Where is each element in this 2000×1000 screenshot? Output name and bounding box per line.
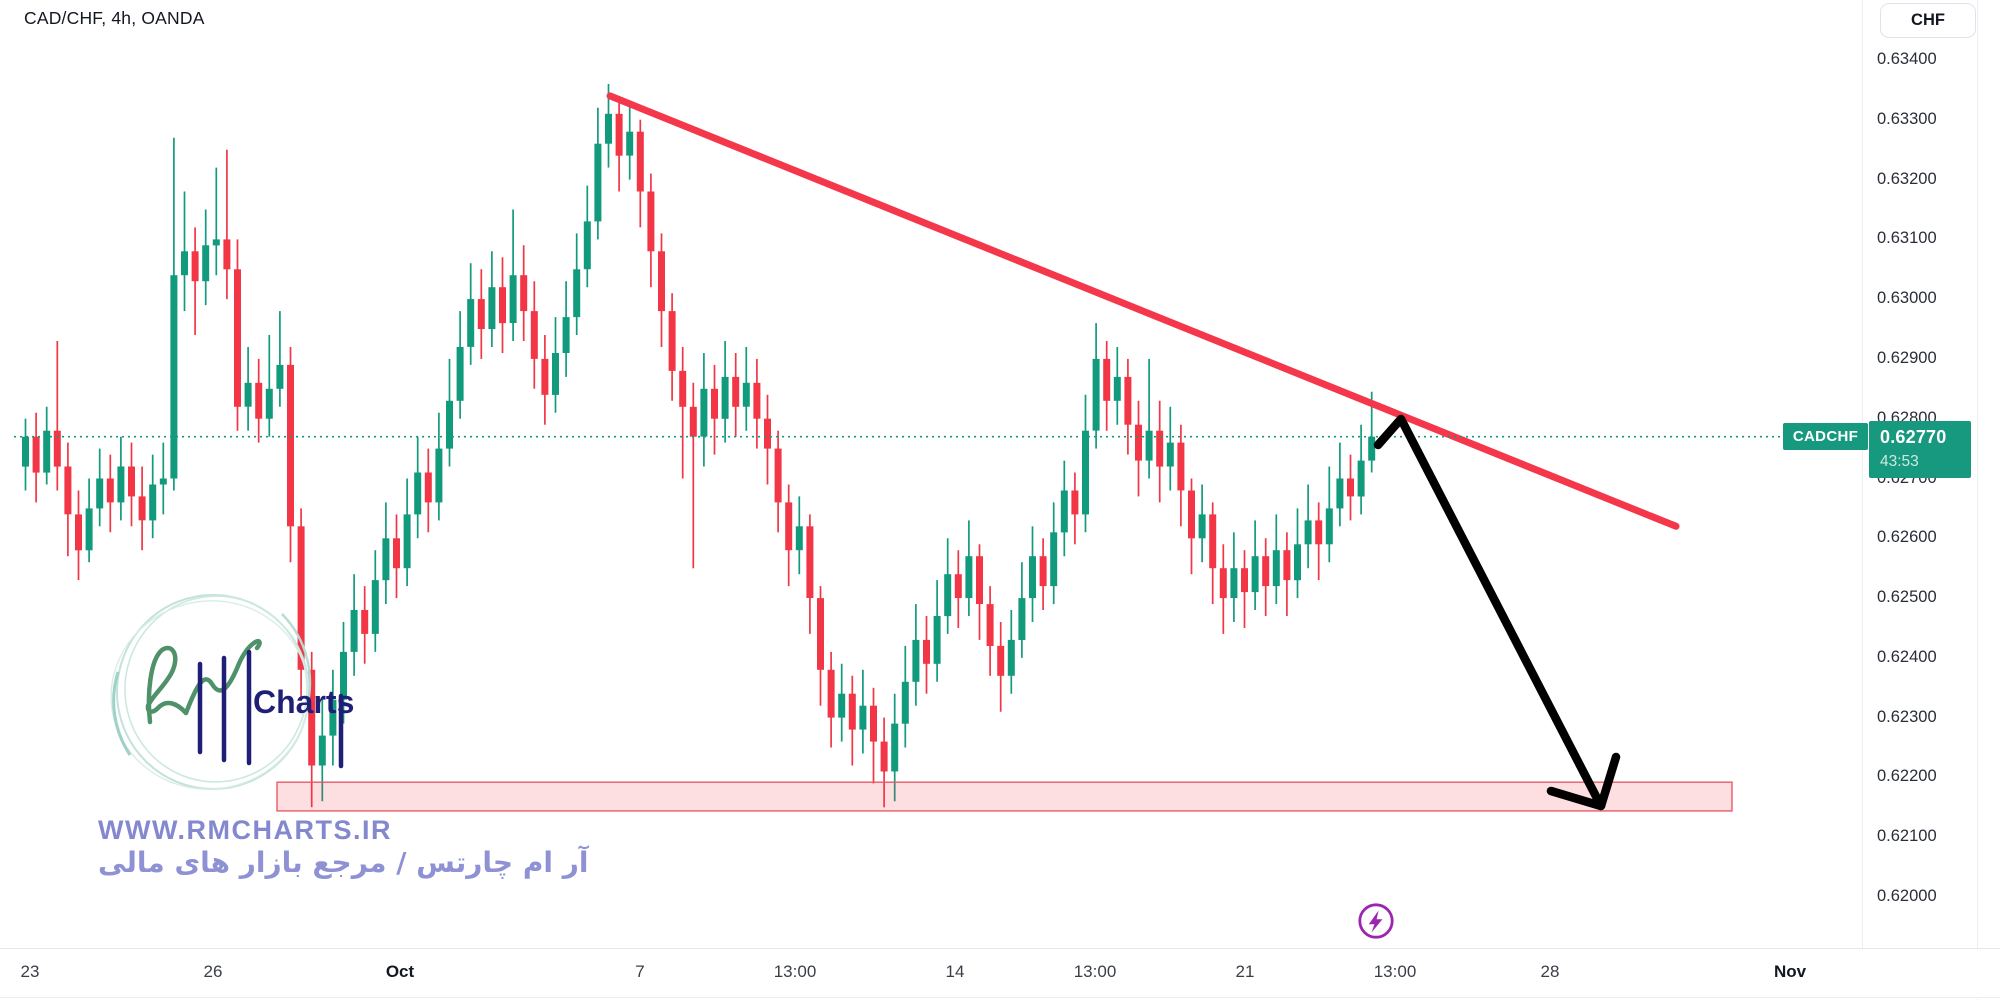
time-axis-label: 13:00: [773, 962, 817, 981]
time-scale[interactable]: 23 26 Oct 7 13:00 14 13:00 21 13:00 28 Nov: [0, 948, 2000, 999]
price-axis-label: 0.63300: [1877, 109, 1937, 128]
bar-countdown: 43:53: [1880, 453, 1919, 470]
price-axis-label: 0.62000: [1877, 887, 1937, 905]
price-scale-outer-border: [1977, 0, 1978, 1000]
time-axis-label: 14: [945, 962, 965, 981]
price-axis-label: 0.63400: [1877, 50, 1937, 68]
price-scale[interactable]: 0.63400 0.63300 0.63200 0.63100 0.63000 0.629…: [1862, 0, 1978, 948]
time-axis-label: Oct: [385, 962, 415, 981]
time-axis-label: Nov: [1773, 962, 1807, 981]
time-axis-label: 23: [20, 962, 40, 981]
time-axis-label: 13:00: [1373, 962, 1417, 981]
lightning-idea-icon[interactable]: [1355, 900, 1397, 942]
price-axis-label: 0.62200: [1877, 767, 1937, 786]
price-axis-label: 0.62900: [1877, 348, 1937, 367]
price-axis-label: 0.62300: [1877, 707, 1937, 726]
last-price-label: 0.62770 43:53: [1869, 421, 1971, 478]
price-axis-label: 0.62400: [1877, 647, 1937, 666]
candlestick-series: [22, 83, 1376, 808]
bottom-border: [0, 997, 2000, 998]
price-axis-label: 0.63200: [1877, 169, 1937, 188]
watermark-site-url: WWW.RMCHARTS.IR: [98, 815, 392, 845]
last-price-value: 0.62770: [1880, 427, 1947, 447]
support-zone[interactable]: [276, 781, 1733, 812]
time-axis-label: 7: [635, 962, 645, 981]
symbol-title: CAD/CHF, 4h, OANDA: [24, 8, 205, 28]
time-axis-label: 28: [1540, 962, 1560, 981]
projection-arrow[interactable]: [1373, 414, 1621, 811]
descending-trendline[interactable]: [606, 92, 1680, 530]
time-axis-label: 13:00: [1073, 962, 1117, 981]
price-axis-label: 0.62500: [1877, 588, 1937, 607]
time-axis-label: 26: [203, 962, 223, 981]
price-axis-label: 0.63100: [1877, 229, 1937, 248]
price-axis-label: 0.62100: [1877, 827, 1937, 846]
time-axis-label: 21: [1235, 962, 1255, 981]
currency-toggle-button[interactable]: CHF: [1880, 3, 1976, 38]
watermark-tagline-farsi: آر ام چارتس / مرجع بازار های مالی: [98, 846, 589, 879]
price-axis-label: 0.63000: [1877, 289, 1937, 308]
last-price-symbol-tag: CADCHF: [1783, 423, 1868, 450]
price-axis-label: 0.62600: [1877, 528, 1937, 547]
